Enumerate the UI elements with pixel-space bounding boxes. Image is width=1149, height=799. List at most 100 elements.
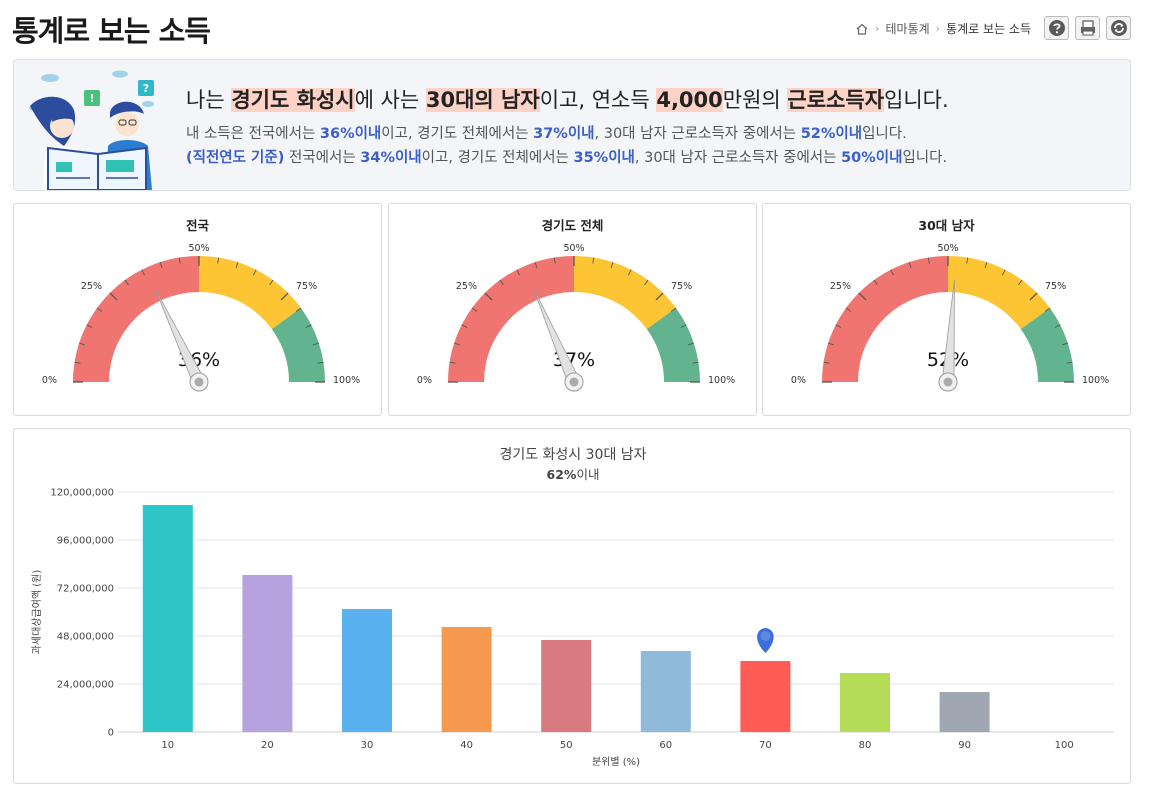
headline-segment: 30대의 남자: [425, 88, 540, 112]
chevron-right-icon: ›: [875, 22, 880, 35]
gauge-tick: [449, 361, 456, 364]
summary-panel: ! ? 나는 경기도 화성시에 사는 30대의 남자이고, 연소득 4,000만…: [13, 59, 1131, 191]
gauge-tick-label: 25%: [830, 281, 851, 292]
gauge-tick: [908, 262, 912, 269]
headline-segment: 나는: [186, 88, 232, 112]
headline-segment: 경기도 화성시: [231, 88, 355, 112]
x-tick-label: 100: [1055, 740, 1074, 751]
x-axis-label: 분위별 (%): [592, 755, 640, 768]
x-tick-label: 50: [560, 740, 573, 751]
gauge-tick: [628, 269, 632, 276]
y-tick-label: 24,000,000: [57, 680, 114, 691]
breadcrumb-item[interactable]: 테마통계: [885, 22, 930, 36]
gauge-tick: [1044, 307, 1051, 312]
gauge-tick-label: 25%: [456, 281, 477, 292]
bar-30[interactable]: [342, 609, 392, 732]
bar-20[interactable]: [242, 575, 293, 732]
gauge-title: 30대 남자: [918, 218, 975, 233]
gauge-tick: [1054, 324, 1061, 328]
gauge-card-age-gender: 30대 남자 0%25%50%75%100%52%: [762, 203, 1131, 416]
gauge-tick: [858, 292, 867, 301]
y-tick-label: 72,000,000: [57, 584, 114, 595]
bar-80[interactable]: [840, 673, 890, 732]
gauge-band: [646, 307, 700, 382]
gauge-needle-hub-center: [943, 377, 953, 387]
previous-year-segment: 34%이내: [360, 150, 422, 166]
gauge-tick-label: 100%: [333, 375, 360, 386]
gauge-tick-label: 0%: [791, 375, 806, 386]
gauge-band: [448, 256, 574, 382]
gauge-band: [574, 256, 676, 330]
gauge-tick: [534, 262, 538, 269]
x-tick-label: 10: [161, 740, 174, 751]
gauge-title: 전국: [185, 218, 209, 233]
gauge-title: 경기도 전체: [541, 218, 604, 233]
gauge-tick-label: 100%: [708, 375, 735, 386]
previous-year-segment: 50%이내: [841, 150, 903, 166]
gauge-tick: [217, 257, 220, 264]
bar-50[interactable]: [541, 640, 592, 732]
chevron-right-icon: ›: [935, 22, 941, 35]
gauge-tick: [159, 262, 163, 269]
gauge-tick: [644, 279, 649, 286]
gauge-tick-label: 75%: [1045, 281, 1066, 292]
svg-text:!: !: [89, 92, 94, 105]
income-bar-chart: 경기도 화성시 30대 남자 62%이내 0 24,000,000 48,000,000…: [31, 447, 1114, 768]
summary-previous-year: (직전연도 기준) 전국에서는 34%이내이고, 경기도 전체에서는 35%이내…: [186, 146, 947, 167]
bar-90[interactable]: [939, 692, 990, 732]
current-year-segment: 36%이내: [319, 126, 382, 142]
gauge-tick: [461, 324, 468, 328]
gauge-tick: [79, 342, 86, 346]
gauge-tick: [178, 257, 181, 264]
headline-segment: 만원의: [722, 88, 788, 112]
breadcrumb: › 테마통계 › 통계로 보는 소득: [855, 20, 1031, 37]
gauge-tick: [680, 324, 687, 328]
gauge-tick: [655, 292, 664, 301]
gauge-tick: [1061, 342, 1068, 346]
gauge-tick: [1002, 269, 1006, 276]
gauge-tick: [280, 292, 289, 301]
gauge-tick: [516, 269, 520, 276]
gauge-tick: [687, 342, 694, 346]
gauge-tick: [312, 342, 319, 346]
gauge-band: [1020, 307, 1074, 382]
gauge-tick-label: 100%: [1082, 375, 1109, 386]
current-year-segment: 입니다.: [862, 126, 907, 142]
gauge-tick: [74, 361, 81, 364]
gauge-card-national: 전국 0% 25% 50% 75% 100% 36%: [13, 203, 382, 416]
gauge-tick: [124, 279, 129, 286]
current-year-segment: 52%이내: [800, 126, 863, 142]
gauge-band: [199, 256, 301, 330]
print-button[interactable]: [1075, 16, 1100, 40]
current-year-segment: 37%이내: [533, 126, 595, 142]
current-year-segment: 내 소득은 전국에서는: [186, 126, 320, 142]
gauge-tick: [553, 257, 556, 264]
gauge-tick: [828, 342, 835, 346]
gauge-tick: [1018, 279, 1023, 286]
gauge-tick: [454, 342, 461, 346]
help-button[interactable]: [1044, 16, 1069, 40]
gauge-tick: [295, 307, 302, 312]
my-position-marker-dot: [760, 631, 771, 641]
headline-segment: 근로소득자: [787, 88, 885, 112]
gauge-age-gender: 0%25%50%75%100%52%: [791, 243, 1109, 392]
gauge-tick: [966, 257, 969, 264]
bar-70[interactable]: [740, 661, 791, 732]
x-tick-label: 40: [460, 740, 473, 751]
y-tick-label: 48,000,000: [57, 632, 114, 643]
gauge-tick-label: 0%: [417, 375, 432, 386]
gauge-tick: [692, 361, 699, 364]
bar-60[interactable]: [640, 651, 691, 732]
bar-40[interactable]: [441, 627, 492, 732]
gauge-band: [822, 256, 948, 382]
gauge-needle-hub-center: [194, 377, 204, 387]
home-icon[interactable]: [855, 22, 869, 36]
bar-10[interactable]: [142, 505, 193, 732]
gauge-national: 0%25%50%75%100%36%: [42, 243, 360, 392]
gauge-tick: [835, 324, 842, 328]
refresh-button[interactable]: [1106, 16, 1131, 40]
gauge-tick-label: 0%: [42, 375, 57, 386]
previous-year-segment: 35%이내: [573, 150, 635, 166]
people-reading-illustration: ! ?: [29, 70, 154, 190]
gauge-tick-label: 50%: [937, 243, 958, 254]
